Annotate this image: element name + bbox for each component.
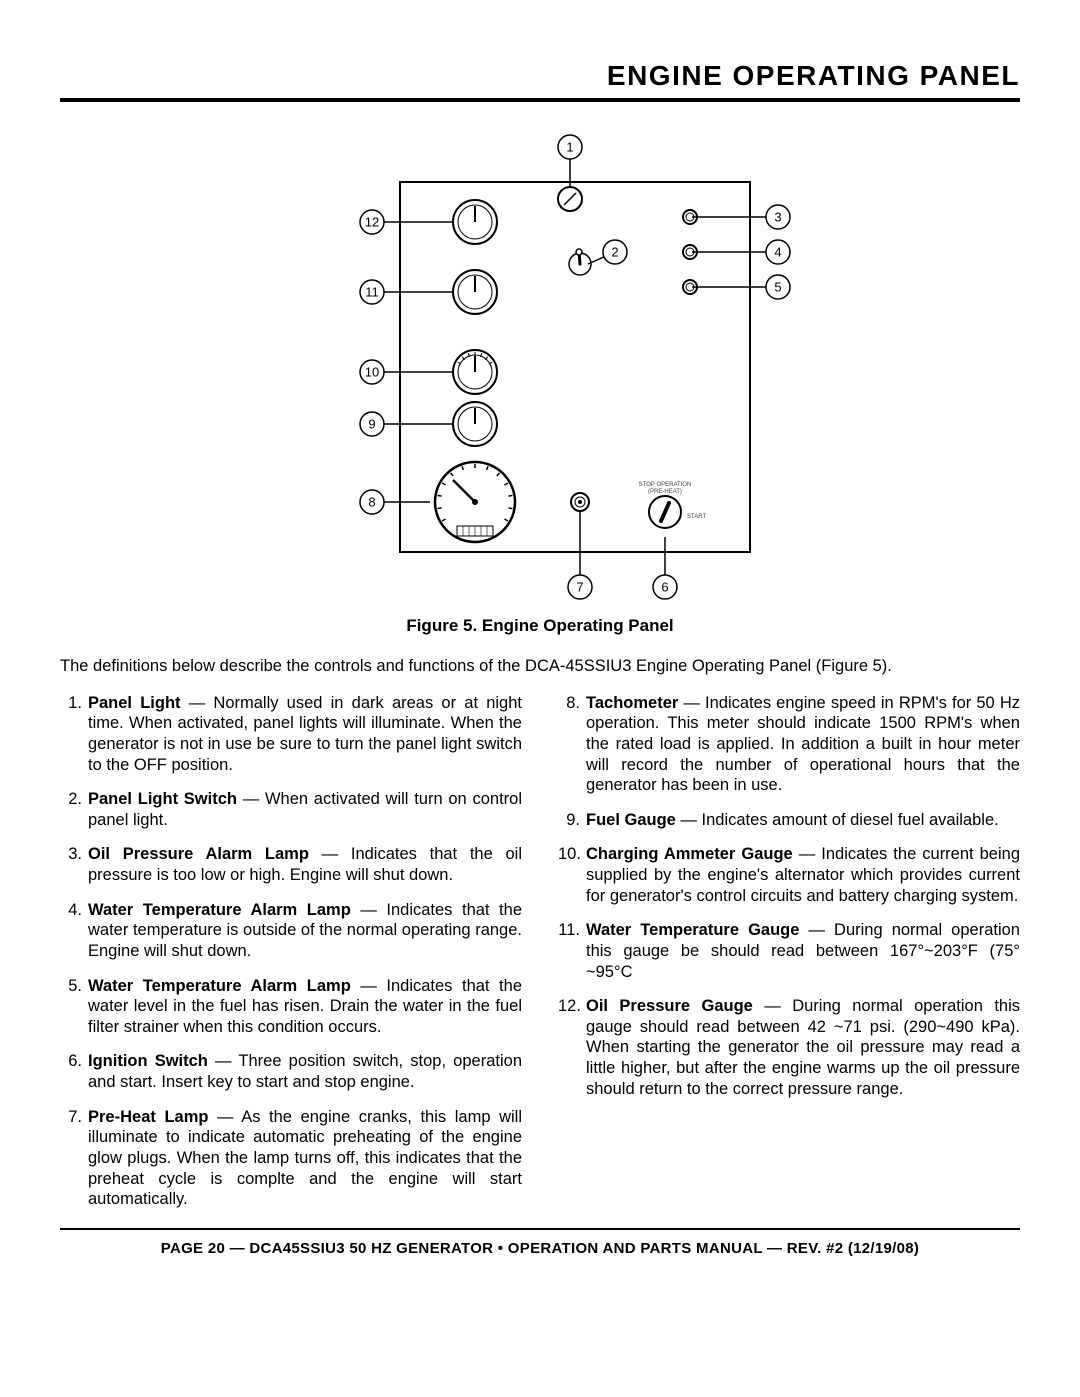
svg-text:(PRE-HEAT): (PRE-HEAT) [648, 489, 682, 495]
svg-text:8: 8 [368, 495, 375, 510]
svg-text:4: 4 [774, 245, 781, 260]
footer-rule: PAGE 20 — DCA45SSIU3 50 HZ GENERATOR • O… [60, 1228, 1020, 1257]
page: ENGINE OPERATING PANEL STOP OPERATION(PR… [0, 0, 1080, 1397]
definition-item: 12.Oil Pressure Gauge — During normal op… [558, 996, 1020, 1099]
definitions-list: 1.Panel Light — Normally used in dark ar… [60, 693, 1020, 1210]
page-footer: PAGE 20 — DCA45SSIU3 50 HZ GENERATOR • O… [60, 1240, 1020, 1257]
item-text: Water Temperature Alarm Lamp — Indicates… [88, 976, 522, 1038]
item-text: Charging Ammeter Gauge — Indicates the c… [586, 844, 1020, 906]
item-number: 9. [558, 810, 586, 831]
page-title: ENGINE OPERATING PANEL [60, 60, 1020, 98]
svg-text:7: 7 [576, 580, 583, 595]
intro-text: The definitions below describe the contr… [60, 656, 1020, 677]
svg-text:1: 1 [566, 140, 573, 155]
item-text: Pre-Heat Lamp — As the engine cranks, th… [88, 1107, 522, 1210]
item-text: Fuel Gauge — Indicates amount of diesel … [586, 810, 1020, 831]
item-number: 10. [558, 844, 586, 906]
definition-item: 6.Ignition Switch — Three position switc… [60, 1051, 522, 1092]
item-number: 5. [60, 976, 88, 1038]
body: The definitions below describe the contr… [60, 656, 1020, 1210]
item-text: Water Temperature Gauge — During normal … [586, 920, 1020, 982]
item-number: 3. [60, 844, 88, 885]
definition-item: 10.Charging Ammeter Gauge — Indicates th… [558, 844, 1020, 906]
item-number: 2. [60, 789, 88, 830]
figure: STOP OPERATION(PRE-HEAT)START12345678910… [60, 132, 1020, 656]
item-number: 12. [558, 996, 586, 1099]
item-number: 8. [558, 693, 586, 796]
item-text: Water Temperature Alarm Lamp — Indicates… [88, 900, 522, 962]
definition-item: 8.Tachometer — Indicates engine speed in… [558, 693, 1020, 796]
svg-text:5: 5 [774, 280, 781, 295]
item-text: Oil Pressure Alarm Lamp — Indicates that… [88, 844, 522, 885]
figure-caption: Figure 5. Engine Operating Panel [406, 616, 673, 636]
item-text: Oil Pressure Gauge — During normal opera… [586, 996, 1020, 1099]
definition-item: 4.Water Temperature Alarm Lamp — Indicat… [60, 900, 522, 962]
svg-text:12: 12 [365, 215, 379, 230]
item-text: Ignition Switch — Three position switch,… [88, 1051, 522, 1092]
definition-item: 2.Panel Light Switch — When activated wi… [60, 789, 522, 830]
definition-item: 7.Pre-Heat Lamp — As the engine cranks, … [60, 1107, 522, 1210]
item-text: Tachometer — Indicates engine speed in R… [586, 693, 1020, 796]
svg-text:2: 2 [611, 245, 618, 260]
item-text: Panel Light Switch — When activated will… [88, 789, 522, 830]
item-number: 1. [60, 693, 88, 776]
definition-item: 5.Water Temperature Alarm Lamp — Indicat… [60, 976, 522, 1038]
svg-text:9: 9 [368, 417, 375, 432]
definition-item: 1.Panel Light — Normally used in dark ar… [60, 693, 522, 776]
item-number: 11. [558, 920, 586, 982]
item-text: Panel Light — Normally used in dark area… [88, 693, 522, 776]
svg-text:11: 11 [365, 285, 379, 300]
svg-text:10: 10 [365, 365, 379, 380]
title-rule [60, 98, 1020, 102]
definition-item: 11.Water Temperature Gauge — During norm… [558, 920, 1020, 982]
item-number: 7. [60, 1107, 88, 1210]
engine-panel-diagram: STOP OPERATION(PRE-HEAT)START12345678910… [280, 132, 800, 602]
svg-text:6: 6 [661, 580, 668, 595]
item-number: 4. [60, 900, 88, 962]
svg-text:START: START [687, 514, 706, 520]
definition-item: 3.Oil Pressure Alarm Lamp — Indicates th… [60, 844, 522, 885]
svg-text:3: 3 [774, 210, 781, 225]
item-number: 6. [60, 1051, 88, 1092]
definition-item: 9.Fuel Gauge — Indicates amount of diese… [558, 810, 1020, 831]
svg-text:STOP OPERATION: STOP OPERATION [639, 482, 692, 488]
